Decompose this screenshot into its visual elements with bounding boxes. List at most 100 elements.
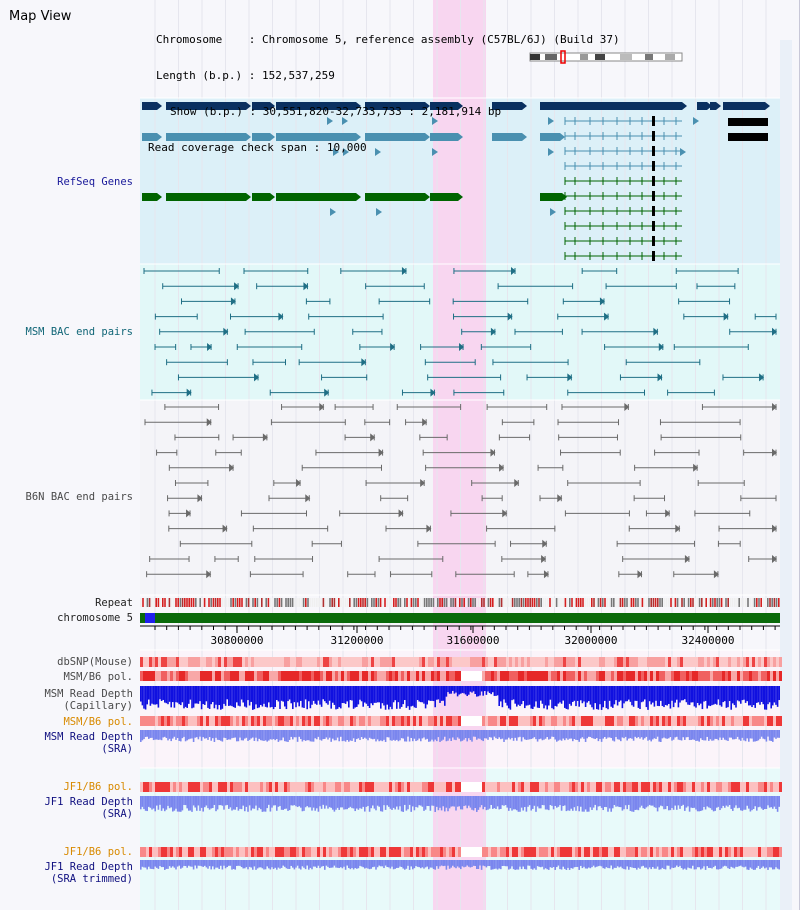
polymorphism-mark (413, 657, 416, 667)
track-label-msm-b6-pol-1[interactable]: MSM/B6 pol. (63, 671, 133, 683)
repeat-mark (199, 598, 201, 607)
read-depth-bar (746, 796, 748, 806)
refseq-gene-exon[interactable] (276, 133, 356, 141)
read-depth-bar (629, 686, 632, 702)
refseq-gene-exon[interactable] (252, 133, 270, 141)
refseq-gene-exon[interactable] (252, 102, 270, 110)
read-depth-bar (157, 796, 160, 810)
polymorphism-mark (752, 782, 755, 792)
polymorphism-mark (521, 657, 524, 667)
refseq-gene-exon[interactable] (430, 193, 458, 201)
refseq-gene-exon[interactable] (365, 133, 425, 141)
polymorphism-mark (359, 782, 362, 792)
read-depth-bar (711, 730, 713, 741)
polymorphism-mark (713, 782, 716, 792)
refseq-gene-exon[interactable] (430, 133, 458, 141)
refseq-gene-exon[interactable] (697, 102, 707, 110)
read-depth-bar (608, 860, 611, 869)
refseq-gene-exon[interactable] (142, 133, 157, 141)
read-depth-bar (575, 796, 577, 811)
polymorphism-mark (365, 782, 368, 792)
polymorphism-mark (653, 657, 656, 667)
track-label-msm-bac[interactable]: MSM BAC end pairs (25, 326, 133, 338)
repeat-mark (522, 598, 525, 607)
refseq-gene-exon[interactable] (166, 133, 246, 141)
read-depth-bar (487, 796, 489, 810)
polymorphism-mark (629, 847, 632, 857)
polymorphism-mark (665, 782, 668, 792)
read-depth-bar (636, 730, 638, 739)
polymorphism-mark (170, 716, 173, 726)
read-depth-bar (303, 730, 305, 741)
polymorphism-mark (254, 782, 257, 792)
polymorphism-mark (248, 671, 251, 681)
refseq-gene-exon[interactable] (540, 193, 562, 201)
polymorphism-mark (590, 716, 593, 726)
polymorphism-mark (764, 671, 767, 681)
repeat-mark (527, 598, 529, 607)
axis-tick-label: 30800000 (211, 634, 264, 647)
track-label-b6n-bac[interactable]: B6N BAC end pairs (25, 491, 133, 503)
read-depth-bar (271, 730, 273, 740)
refseq-gene-exon[interactable] (492, 102, 522, 110)
track-label-repeat[interactable]: Repeat (95, 597, 133, 609)
refseq-gene-exon[interactable] (365, 102, 425, 110)
refseq-gene-exon[interactable] (166, 102, 246, 110)
track-label-dbsnp[interactable]: dbSNP(Mouse) (57, 656, 133, 668)
polymorphism-mark (494, 716, 497, 726)
read-depth-bar (394, 686, 396, 701)
refseq-gene-exon[interactable] (166, 193, 246, 201)
track-label-msm-depth-sra[interactable]: MSM Read Depth (44, 731, 133, 743)
read-depth-bar (296, 796, 299, 808)
track-label-msm-b6-pol-2[interactable]: MSM/B6 pol. (63, 716, 133, 728)
read-depth-bar (196, 686, 198, 704)
track-label-jf1-b6-pol-1[interactable]: JF1/B6 pol. (63, 781, 133, 793)
read-depth-bar (151, 860, 153, 869)
bac-arrow (557, 494, 563, 503)
read-depth-bar (421, 730, 424, 739)
refseq-gene-exon[interactable] (540, 102, 682, 110)
read-depth-bar (508, 730, 510, 738)
refseq-gene-exon[interactable] (430, 102, 458, 110)
polymorphism-mark (650, 782, 653, 792)
read-depth-bar (583, 686, 585, 702)
read-depth-bar (392, 860, 395, 870)
track-label-refseq-genes[interactable]: RefSeq Genes (57, 176, 133, 188)
bac-arrow (296, 479, 302, 487)
read-depth-bar (448, 796, 451, 809)
refseq-gene-exon[interactable] (142, 102, 157, 110)
selected-region-highlight[interactable] (433, 0, 486, 910)
polymorphism-mark (779, 782, 782, 792)
read-depth-bar (671, 860, 673, 868)
track-label-chromosome[interactable]: chromosome 5 (57, 612, 133, 624)
track-label-jf1-b6-pol-2[interactable]: JF1/B6 pol. (63, 846, 133, 858)
refseq-gene-exon[interactable] (365, 193, 425, 201)
refseq-gene-exon[interactable] (252, 193, 270, 201)
track-label-jf1-depth-trimmed[interactable]: JF1 Read Depth (44, 861, 133, 873)
read-depth-bar (511, 686, 513, 701)
polymorphism-mark (188, 671, 191, 681)
read-depth-bar (504, 730, 507, 740)
read-depth-bar (172, 796, 174, 812)
read-depth-bar (295, 860, 297, 868)
polymorphism-mark (758, 716, 761, 726)
refseq-gene-exon[interactable] (276, 102, 356, 110)
refseq-gene-exon[interactable] (492, 133, 522, 141)
polymorphism-mark (644, 782, 647, 792)
read-depth-bar (732, 796, 734, 811)
polymorphism-mark (467, 782, 470, 792)
repeat-mark (316, 598, 318, 607)
read-depth-bar (191, 686, 193, 709)
track-label-jf1-depth-sra[interactable]: JF1 Read Depth (44, 796, 133, 808)
refseq-gene-exon[interactable] (276, 193, 356, 201)
gene-marker (327, 117, 333, 125)
read-depth-bar (279, 730, 281, 741)
refseq-gene-exon[interactable] (540, 133, 560, 141)
track-label-msm-depth-capillary[interactable]: MSM Read Depth (44, 688, 133, 700)
refseq-gene-exon[interactable] (710, 102, 716, 110)
chromosome-bar[interactable] (140, 613, 780, 623)
refseq-gene-exon[interactable] (142, 193, 157, 201)
refseq-gene-exon[interactable] (723, 102, 765, 110)
polymorphism-mark (359, 671, 362, 681)
